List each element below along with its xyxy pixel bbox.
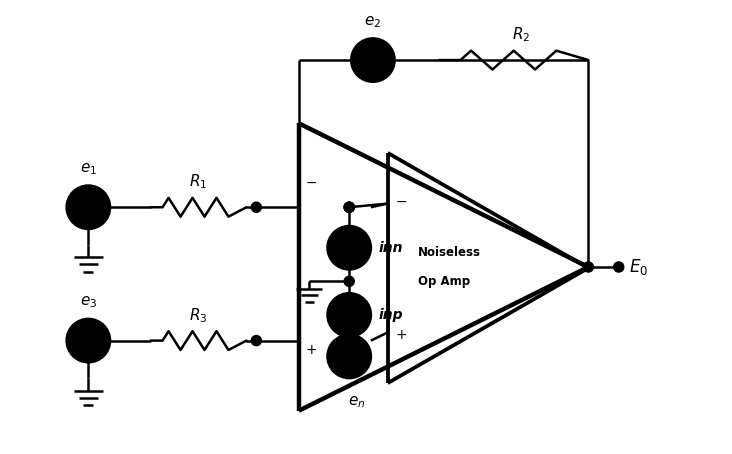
Circle shape	[351, 39, 395, 82]
Text: inn: inn	[378, 241, 403, 255]
Circle shape	[327, 293, 371, 336]
Circle shape	[344, 202, 354, 212]
Text: $e_3$: $e_3$	[80, 295, 97, 310]
Text: Noiseless: Noiseless	[418, 246, 481, 259]
Circle shape	[327, 226, 371, 269]
Text: Op Amp: Op Amp	[418, 275, 470, 287]
Text: $e_1$: $e_1$	[80, 161, 97, 177]
Circle shape	[251, 336, 261, 345]
Circle shape	[344, 336, 354, 345]
Text: $E_0$: $E_0$	[629, 257, 648, 277]
Text: $R_1$: $R_1$	[190, 173, 208, 191]
Text: $-$: $-$	[395, 194, 407, 207]
Text: $-$: $-$	[305, 175, 317, 189]
Circle shape	[583, 262, 594, 272]
Text: $e_n$: $e_n$	[348, 394, 365, 410]
Circle shape	[67, 319, 110, 362]
Circle shape	[344, 202, 354, 212]
Text: $R_2$: $R_2$	[512, 25, 530, 44]
Text: inp: inp	[378, 308, 403, 322]
Text: $e_2$: $e_2$	[365, 14, 381, 30]
Circle shape	[251, 202, 261, 212]
Circle shape	[327, 335, 371, 378]
Text: $+$: $+$	[395, 328, 407, 342]
Circle shape	[67, 186, 110, 229]
Circle shape	[344, 202, 354, 212]
Circle shape	[344, 336, 354, 345]
Text: $+$: $+$	[305, 343, 317, 357]
Circle shape	[344, 276, 354, 286]
Circle shape	[613, 262, 624, 272]
Text: $R_3$: $R_3$	[190, 306, 208, 325]
